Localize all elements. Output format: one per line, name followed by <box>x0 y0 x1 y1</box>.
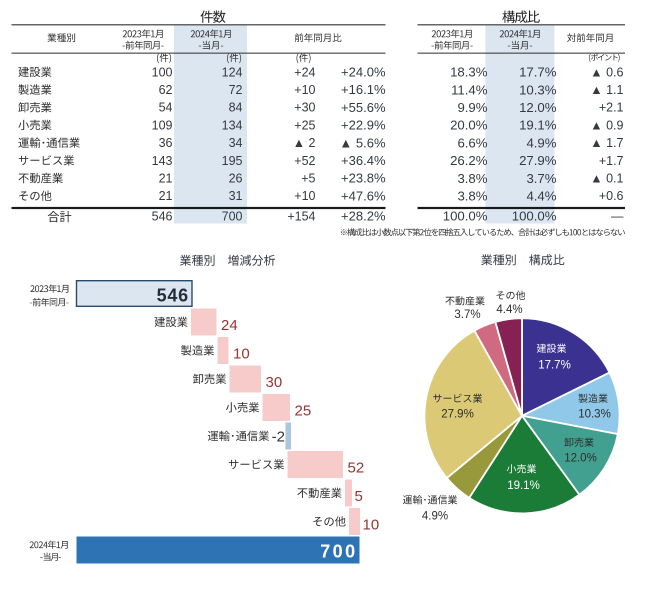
svg-text:546: 546 <box>157 286 189 306</box>
svg-text:11.4%: 11.4% <box>451 82 488 97</box>
svg-text:100.0%: 100.0% <box>443 209 488 224</box>
svg-text:▲ 1.1: ▲ 1.1 <box>590 83 623 97</box>
svg-text:6.6%: 6.6% <box>457 135 487 150</box>
svg-text:5: 5 <box>355 488 363 505</box>
svg-text:84: 84 <box>229 101 243 115</box>
svg-text:72: 72 <box>229 83 243 97</box>
svg-text:21: 21 <box>159 189 173 203</box>
svg-text:10: 10 <box>233 345 250 362</box>
svg-text:18.3%: 18.3% <box>450 65 488 80</box>
svg-text:19.1%: 19.1% <box>519 118 557 133</box>
svg-text:124: 124 <box>222 65 243 79</box>
svg-text:700: 700 <box>222 209 243 223</box>
svg-text:+10: +10 <box>294 83 315 97</box>
svg-text:27.9%: 27.9% <box>519 153 557 168</box>
svg-text:4.9%: 4.9% <box>526 135 556 150</box>
svg-text:+154: +154 <box>287 209 315 223</box>
svg-text:34: 34 <box>229 136 243 150</box>
svg-text:+24.0%: +24.0% <box>341 65 386 80</box>
svg-text:31: 31 <box>229 189 243 203</box>
svg-text:+2.1: +2.1 <box>599 101 624 115</box>
svg-text:3.8%: 3.8% <box>457 189 487 204</box>
svg-text:17.7%: 17.7% <box>538 360 571 372</box>
svg-text:▲ 0.6: ▲ 0.6 <box>590 65 623 79</box>
svg-text:+30: +30 <box>294 101 315 115</box>
svg-text:12.0%: 12.0% <box>519 100 557 115</box>
svg-text:27.9%: 27.9% <box>441 409 474 421</box>
svg-text:+52: +52 <box>294 154 315 168</box>
svg-text:+5: +5 <box>301 172 315 186</box>
svg-text:10.3%: 10.3% <box>519 82 557 97</box>
svg-text:3.8%: 3.8% <box>457 171 487 186</box>
svg-text:10: 10 <box>363 516 380 533</box>
svg-text:195: 195 <box>222 154 243 168</box>
svg-text:4.4%: 4.4% <box>526 189 556 204</box>
svg-text:4.4%: 4.4% <box>496 304 522 316</box>
svg-text:+28.2%: +28.2% <box>341 209 386 224</box>
svg-text:52: 52 <box>348 459 365 476</box>
svg-text:+55.6%: +55.6% <box>341 100 386 115</box>
svg-text:21: 21 <box>159 172 173 186</box>
svg-text:+16.1%: +16.1% <box>341 82 386 97</box>
svg-text:9.9%: 9.9% <box>457 100 487 115</box>
svg-text:134: 134 <box>222 118 243 132</box>
svg-text:4.9%: 4.9% <box>422 511 448 523</box>
svg-text:26: 26 <box>229 172 243 186</box>
svg-text:▲ 0.1: ▲ 0.1 <box>590 172 623 186</box>
svg-text:20.0%: 20.0% <box>450 118 488 133</box>
svg-text:24: 24 <box>221 317 238 334</box>
svg-text:+24: +24 <box>294 65 315 79</box>
svg-text:17.7%: 17.7% <box>519 65 557 80</box>
svg-text:+1.7: +1.7 <box>599 154 624 168</box>
svg-text:+0.6: +0.6 <box>599 189 624 203</box>
svg-text:109: 109 <box>152 118 173 132</box>
svg-text:26.2%: 26.2% <box>450 153 488 168</box>
svg-text:143: 143 <box>152 154 173 168</box>
svg-text:546: 546 <box>152 209 173 223</box>
svg-text:+47.6%: +47.6% <box>341 188 386 203</box>
svg-text:+22.9%: +22.9% <box>341 118 386 133</box>
svg-text:30: 30 <box>266 374 283 391</box>
svg-text:▲ 0.9: ▲ 0.9 <box>590 118 623 132</box>
svg-text:+10: +10 <box>294 189 315 203</box>
svg-text:700: 700 <box>320 542 357 562</box>
svg-text:25: 25 <box>295 402 312 419</box>
svg-text:10.3%: 10.3% <box>578 409 611 421</box>
svg-text:62: 62 <box>159 83 173 97</box>
svg-text:-2: -2 <box>272 429 285 446</box>
svg-text:+36.4%: +36.4% <box>341 153 386 168</box>
svg-text:▲ 2: ▲ 2 <box>293 136 316 150</box>
svg-text:3.7%: 3.7% <box>526 171 556 186</box>
svg-text:▲ 1.7: ▲ 1.7 <box>590 136 623 150</box>
svg-text:▲ 5.6%: ▲ 5.6% <box>339 135 386 150</box>
svg-text:—: — <box>611 209 624 223</box>
svg-text:19.1%: 19.1% <box>507 480 540 492</box>
svg-text:36: 36 <box>159 136 173 150</box>
svg-text:100: 100 <box>152 65 173 79</box>
svg-text:100.0%: 100.0% <box>512 209 557 224</box>
svg-text:+25: +25 <box>294 118 315 132</box>
svg-text:12.0%: 12.0% <box>564 453 597 465</box>
svg-text:+23.8%: +23.8% <box>341 171 386 186</box>
svg-text:3.7%: 3.7% <box>454 309 480 321</box>
svg-text:54: 54 <box>159 101 173 115</box>
